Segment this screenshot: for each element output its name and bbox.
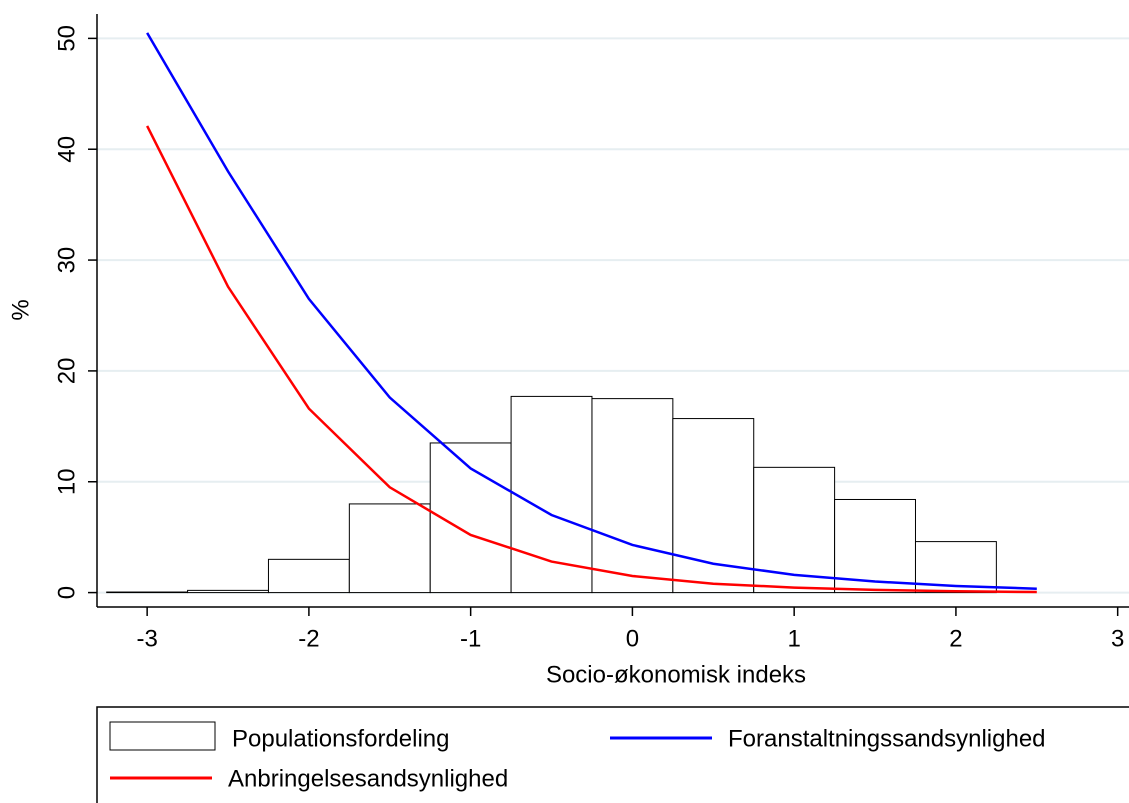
x-tick-label: -3 — [136, 625, 157, 652]
y-tick-label: 50 — [53, 25, 80, 52]
y-tick-label: 20 — [53, 358, 80, 385]
y-tick-label: 40 — [53, 136, 80, 163]
histogram-bar — [348, 503, 431, 594]
y-tick-label: 10 — [53, 468, 80, 495]
x-axis-title: Socio-økonomisk indeks — [546, 661, 806, 688]
x-tick-label: 1 — [787, 625, 800, 652]
x-tick-label: -1 — [460, 625, 481, 652]
x-tick-label: 2 — [949, 625, 962, 652]
y-tick-label: 30 — [53, 247, 80, 274]
legend-box — [96, 706, 1129, 803]
histogram-bar — [510, 395, 593, 594]
legend-swatch — [109, 721, 216, 751]
histogram-bar — [591, 398, 674, 594]
legend-label: Foranstaltningssandsynlighed — [728, 725, 1046, 752]
x-tick-label: 0 — [626, 625, 639, 652]
histogram-bar — [834, 498, 916, 594]
histogram-bar — [187, 589, 269, 594]
histogram-bar — [267, 558, 350, 594]
x-tick-label: 3 — [1111, 625, 1124, 652]
y-axis-title: % — [7, 299, 34, 320]
legend-label: Anbringelsesandsynlighed — [228, 765, 508, 792]
legend-label: Populationsfordeling — [232, 725, 450, 752]
histogram-bar — [106, 591, 189, 594]
line-series — [146, 32, 1037, 590]
x-tick-label: -2 — [298, 625, 319, 652]
line-series — [146, 125, 1037, 594]
y-tick-label: 0 — [53, 586, 80, 599]
